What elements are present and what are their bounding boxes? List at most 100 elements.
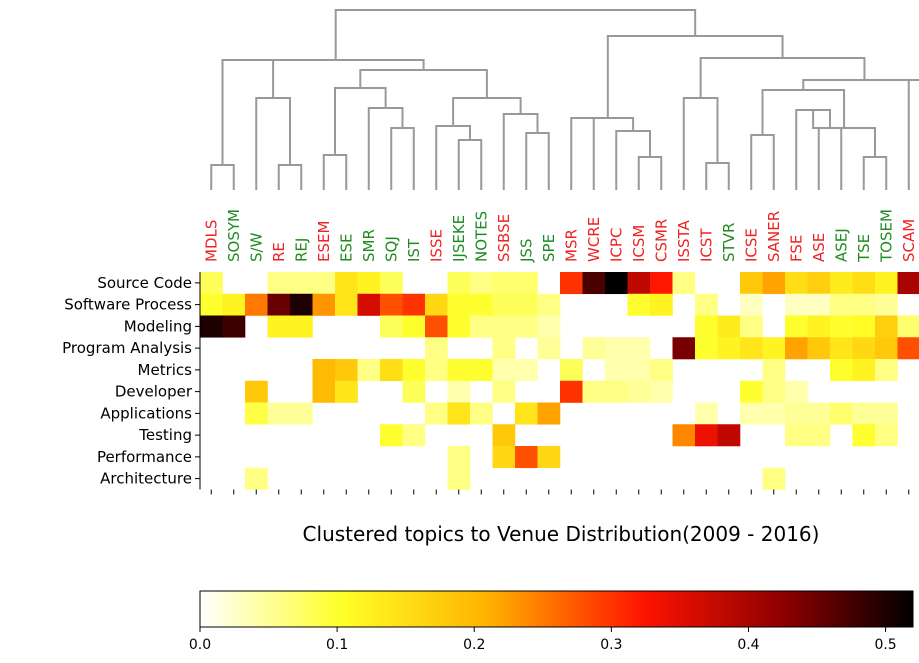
heatmap-cell xyxy=(650,293,673,316)
heatmap-cell xyxy=(650,380,673,403)
dendrogram-link xyxy=(606,35,784,118)
dendrogram-link xyxy=(390,127,415,190)
topic-label: Applications xyxy=(100,404,192,422)
heatmap-cell xyxy=(402,424,426,447)
dendrogram-link xyxy=(334,9,697,60)
heatmap-cell xyxy=(470,359,493,382)
heatmap-cell xyxy=(875,315,898,338)
heatmap-cell xyxy=(470,293,493,316)
heatmap-cell xyxy=(267,293,291,316)
venue-label: ISSTA xyxy=(675,220,693,262)
topic-label: Performance xyxy=(97,448,192,466)
heatmap-cell xyxy=(492,446,516,469)
dendrogram-link xyxy=(699,57,866,98)
heatmap-cell xyxy=(447,402,471,425)
heatmap-cell xyxy=(470,402,493,425)
heatmap-cell xyxy=(807,272,831,295)
heatmap-cell xyxy=(650,359,673,382)
heatmap-cell xyxy=(852,424,876,447)
heatmap-cell xyxy=(852,402,876,425)
heatmap-cell xyxy=(312,272,336,295)
heatmap-cell xyxy=(672,424,696,447)
heatmap-cell xyxy=(380,315,403,338)
heatmap-cell xyxy=(740,380,763,403)
venue-label: WCRE xyxy=(585,217,603,262)
heatmap-cell xyxy=(312,380,336,403)
heatmap-cell xyxy=(290,293,313,316)
topic-label: Software Process xyxy=(64,296,192,314)
dendrogram-link xyxy=(570,117,595,190)
heatmap-cell xyxy=(537,315,561,338)
heatmap-cell xyxy=(245,402,268,425)
venue-label: MDLS xyxy=(202,220,220,262)
topic-label: Program Analysis xyxy=(62,339,192,357)
heatmap-cell xyxy=(447,380,471,403)
heatmap-cell xyxy=(492,424,516,447)
heatmap-cell xyxy=(470,315,493,338)
heatmap-cell xyxy=(402,293,426,316)
heatmap-cell xyxy=(380,424,403,447)
dendrogram-link xyxy=(221,59,275,165)
heatmap-cell xyxy=(267,272,291,295)
venue-label: ICSE xyxy=(742,228,760,262)
venue-label: STVR xyxy=(720,223,738,262)
heatmap-cell xyxy=(627,380,651,403)
topic-label: Architecture xyxy=(100,470,192,488)
heatmap-cell xyxy=(560,380,583,403)
heatmap-cell xyxy=(357,359,381,382)
x-axis-ticks xyxy=(210,489,910,495)
heatmap-cell xyxy=(447,359,471,382)
heatmap-cell xyxy=(717,424,741,447)
colorbar: 0.0 0.1 0.2 0.3 0.4 0.5 xyxy=(189,590,914,653)
heatmap-cell xyxy=(672,272,696,295)
heatmap-cell xyxy=(695,424,718,447)
heatmap-cell xyxy=(762,380,786,403)
venue-label: SOSYM xyxy=(225,209,243,262)
heatmap-cell xyxy=(807,337,831,360)
venue-label: REJ xyxy=(292,238,310,262)
venue-label: SCAM xyxy=(900,219,918,262)
dendrogram-link xyxy=(817,127,843,190)
heatmap-cell xyxy=(740,337,763,360)
heatmap-cell xyxy=(425,402,448,425)
chart-title: Clustered topics to Venue Distribution(2… xyxy=(303,522,820,546)
dendrogram-link xyxy=(705,162,730,190)
heatmap-cell xyxy=(852,337,876,360)
heatmap-cell xyxy=(537,402,561,425)
topic-label: Developer xyxy=(115,383,193,401)
heatmap-cell xyxy=(875,272,898,295)
heatmap-cell xyxy=(447,272,471,295)
heatmap-cell xyxy=(605,380,628,403)
heatmap-cell xyxy=(425,315,448,338)
heatmap-cell xyxy=(785,315,808,338)
heatmap-cell xyxy=(447,446,471,469)
venue-label: ICST xyxy=(697,228,715,262)
venue-label: SSBSE xyxy=(495,214,513,262)
venue-label: FSE xyxy=(787,235,805,262)
heatmap-cell xyxy=(807,424,831,447)
heatmap-cell xyxy=(492,293,516,316)
heatmap-cell xyxy=(852,315,876,338)
venue-label: S/W xyxy=(247,232,265,262)
heatmap-cell xyxy=(447,467,471,490)
heatmap-cell xyxy=(650,272,673,295)
heatmap-cell xyxy=(267,402,291,425)
heatmap-cell xyxy=(695,315,718,338)
heatmap-cell xyxy=(740,315,763,338)
heatmap-cell xyxy=(447,315,471,338)
heatmap-cell xyxy=(695,402,718,425)
heatmap-cell xyxy=(335,359,358,382)
heatmap-cell xyxy=(582,272,606,295)
venue-label: IST xyxy=(405,238,423,262)
topic-labels: Source Code Software Process Modeling Progr… xyxy=(62,274,200,488)
venue-label: JSS xyxy=(517,239,535,263)
venue-label: CSMR xyxy=(652,219,670,262)
dendrogram-link xyxy=(277,164,303,190)
heatmap-cell xyxy=(785,424,808,447)
heatmap-cell xyxy=(762,337,786,360)
heatmap-cell xyxy=(875,337,898,360)
venue-label: ASEJ xyxy=(832,228,850,262)
heatmap-cell xyxy=(762,467,786,490)
heatmap-cell xyxy=(200,315,223,338)
heatmap-cell xyxy=(740,402,763,425)
